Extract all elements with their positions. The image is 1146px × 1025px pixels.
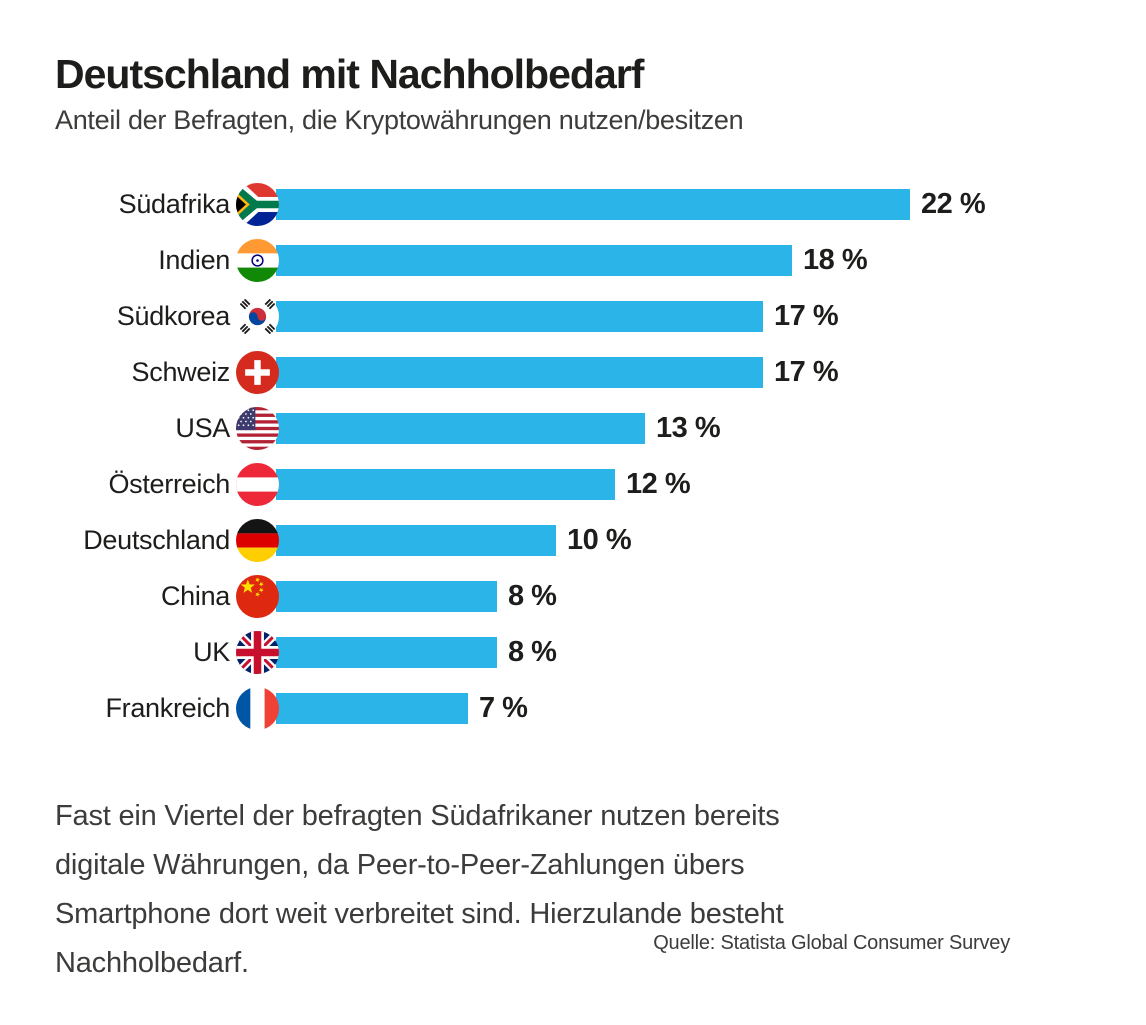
chart-row: Indien 18 % <box>55 232 1091 288</box>
chart-row: Frankreich 7 % <box>55 680 1091 736</box>
description-line: Fast ein Viertel der befragten Südafrika… <box>55 800 780 832</box>
value-label: 8 % <box>508 579 557 612</box>
value-label: 17 % <box>774 299 839 332</box>
description-text: Fast ein Viertel der befragten Südafrika… <box>55 792 1091 988</box>
value-label: 18 % <box>803 243 868 276</box>
description-line: Smartphone dort weit verbreitet sind. Hi… <box>55 898 784 930</box>
description-line: digitale Währungen, da Peer-to-Peer-Zahl… <box>55 849 745 881</box>
country-label: Deutschland <box>83 524 230 555</box>
bar <box>276 524 556 556</box>
bar <box>276 468 615 500</box>
chart-row: Deutschland 10 % <box>55 512 1091 568</box>
value-label: 7 % <box>479 691 528 724</box>
bar <box>276 580 497 612</box>
country-label: USA <box>175 412 230 443</box>
flag-south-africa-icon <box>236 182 279 226</box>
country-label: Schweiz <box>131 356 231 387</box>
flag-austria-icon <box>236 462 279 506</box>
chart-row: UK 8 % <box>55 624 1091 680</box>
chart-row: China 8 % <box>55 568 1091 624</box>
chart-row: Südkorea <box>55 288 1091 344</box>
flag-france-icon <box>236 686 279 730</box>
bar <box>276 692 468 724</box>
chart-title: Deutschland mit Nachholbedarf <box>55 51 644 97</box>
bar <box>276 300 763 332</box>
chart-row: USA <box>55 400 1091 456</box>
value-label: 13 % <box>656 411 721 444</box>
chart-row: Schweiz 17 % <box>55 344 1091 400</box>
country-label: Südafrika <box>118 188 231 219</box>
chart-subtitle: Anteil der Befragten, die Kryptowährunge… <box>55 105 744 135</box>
bar <box>276 188 910 220</box>
source-credit: Quelle: Statista Global Consumer Survey <box>653 932 1010 954</box>
country-label: Indien <box>158 244 230 275</box>
flag-south-korea-icon <box>236 294 279 338</box>
bar-chart: Südafrika 22 % Indien <box>55 176 1091 736</box>
country-label: Frankreich <box>105 692 230 723</box>
bar <box>276 356 763 388</box>
flag-india-icon <box>236 238 279 282</box>
value-label: 10 % <box>567 523 632 556</box>
bar <box>276 636 497 668</box>
country-label: Österreich <box>108 468 230 499</box>
flag-china-icon <box>236 574 279 618</box>
flag-uk-icon <box>236 630 279 674</box>
bar <box>276 244 792 276</box>
flag-germany-icon <box>236 518 279 562</box>
description-line: Nachholbedarf. <box>55 947 249 979</box>
flag-switzerland-icon <box>236 350 279 394</box>
flag-usa-icon <box>236 406 279 450</box>
country-label: UK <box>193 636 230 667</box>
value-label: 22 % <box>921 187 986 220</box>
chart-row: Südafrika 22 % <box>55 176 1091 232</box>
bar <box>276 412 645 444</box>
chart-row: Österreich 12 % <box>55 456 1091 512</box>
country-label: Südkorea <box>116 300 230 331</box>
value-label: 17 % <box>774 355 839 388</box>
value-label: 8 % <box>508 635 557 668</box>
country-label: China <box>160 580 230 611</box>
value-label: 12 % <box>626 467 691 500</box>
